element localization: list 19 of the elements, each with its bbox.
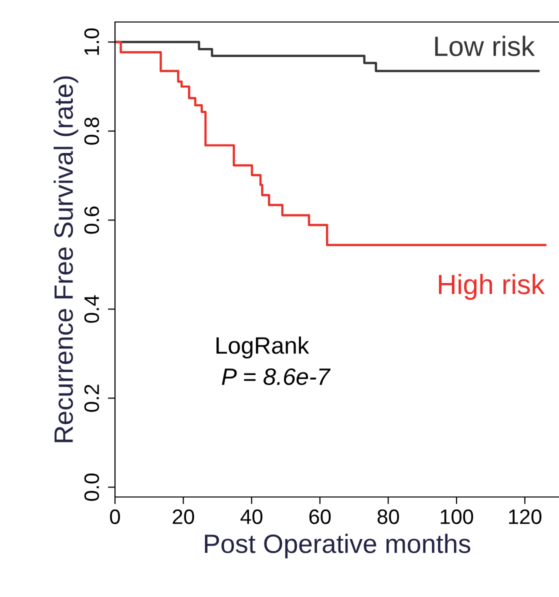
x-axis-title: Post Operative months (204, 534, 470, 558)
series-label: High risk (438, 274, 545, 300)
x-tick-label: 100 (440, 509, 474, 524)
x-tick-label: 60 (309, 509, 331, 524)
x-tick-label: 80 (378, 509, 400, 524)
x-tick-label: 20 (172, 509, 194, 524)
y-tick-label: 0.2 (84, 384, 100, 412)
y-tick-label: 0.0 (84, 474, 100, 501)
y-tick-label: 0.4 (84, 295, 100, 323)
y-tick-label: 1.0 (84, 28, 100, 55)
x-tick-label: 0 (110, 509, 120, 524)
annotation: P = 8.6e-7 (222, 368, 331, 386)
y-tick-label: 0.6 (84, 206, 100, 234)
x-tick-label: 120 (509, 509, 542, 524)
y-axis-title: Recurrence Free Survival (rate) (54, 76, 78, 442)
series-label: Low risk (435, 36, 535, 56)
y-tick-label: 0.8 (84, 117, 100, 145)
annotation: LogRank (216, 336, 310, 359)
x-tick-label: 40 (240, 509, 262, 524)
